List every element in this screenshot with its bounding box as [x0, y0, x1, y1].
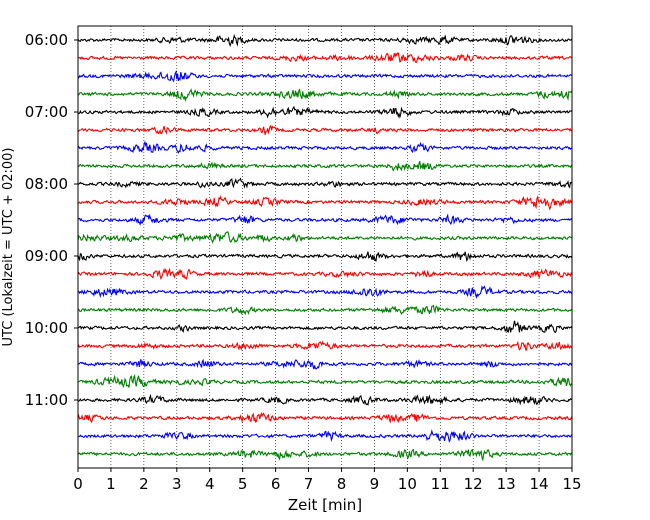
- trace-0815: [77, 195, 573, 211]
- y-tick-label: 09:00: [25, 247, 68, 265]
- trace-1100: [78, 393, 573, 406]
- x-tick-label: 4: [205, 475, 215, 493]
- trace-0645: [77, 88, 573, 102]
- trace-0930: [78, 285, 573, 299]
- y-tick-label: 07:00: [25, 103, 68, 121]
- x-tick-label: 3: [172, 475, 182, 493]
- trace-0945: [77, 304, 573, 316]
- trace-0845: [77, 231, 573, 244]
- trace-1130: [77, 429, 573, 443]
- x-axis-label: Zeit [min]: [288, 496, 362, 514]
- trace-0630: [77, 70, 573, 83]
- x-tick-label: 8: [337, 475, 347, 493]
- plot-frame: [78, 26, 572, 468]
- trace-0800: [77, 177, 573, 189]
- trace-0700: [77, 105, 573, 119]
- trace-0615: [77, 52, 573, 63]
- x-tick-label: 14: [530, 475, 549, 493]
- x-tick-label: 5: [238, 475, 248, 493]
- trace-0600: [77, 33, 573, 48]
- y-axis-ticks: 06:00 07:00 08:00 09:00 10:00 11:00: [25, 31, 78, 409]
- trace-0915: [77, 267, 573, 281]
- trace-1045: [77, 373, 573, 389]
- trace-0830: [77, 213, 573, 227]
- x-axis-ticks: 0 1 2 3 4 5 6 7 8 9 10 11 12 13 14 15: [73, 468, 582, 493]
- trace-0730: [77, 140, 573, 154]
- x-tick-label: 0: [73, 475, 83, 493]
- x-tick-label: 1: [106, 475, 116, 493]
- y-axis-label: UTC (Lokalzeit = UTC + 02:00): [1, 148, 16, 347]
- trace-1030: [77, 358, 573, 370]
- plot-border: [77, 25, 573, 469]
- trace-1145: [77, 448, 573, 462]
- trace-0715: [77, 124, 573, 135]
- seismic-traces: [77, 33, 573, 462]
- trace-0900: [77, 251, 573, 263]
- x-tick-label: 7: [304, 475, 314, 493]
- y-tick-label: 06:00: [25, 31, 68, 49]
- x-tick-label: 6: [271, 475, 281, 493]
- x-tick-label: 11: [431, 475, 450, 493]
- x-tick-label: 13: [497, 475, 516, 493]
- x-tick-label: 2: [139, 475, 149, 493]
- trace-1115: [77, 411, 573, 424]
- y-tick-label: 11:00: [25, 391, 68, 409]
- trace-0745: [77, 161, 573, 172]
- trace-1000: [77, 320, 573, 334]
- x-tick-label: 12: [464, 475, 483, 493]
- y-tick-label: 10:00: [25, 319, 68, 337]
- y-tick-label: 08:00: [25, 175, 68, 193]
- x-tick-label: 10: [398, 475, 417, 493]
- trace-1015: [77, 340, 573, 351]
- x-tick-label: 15: [562, 475, 581, 493]
- x-tick-label: 9: [370, 475, 380, 493]
